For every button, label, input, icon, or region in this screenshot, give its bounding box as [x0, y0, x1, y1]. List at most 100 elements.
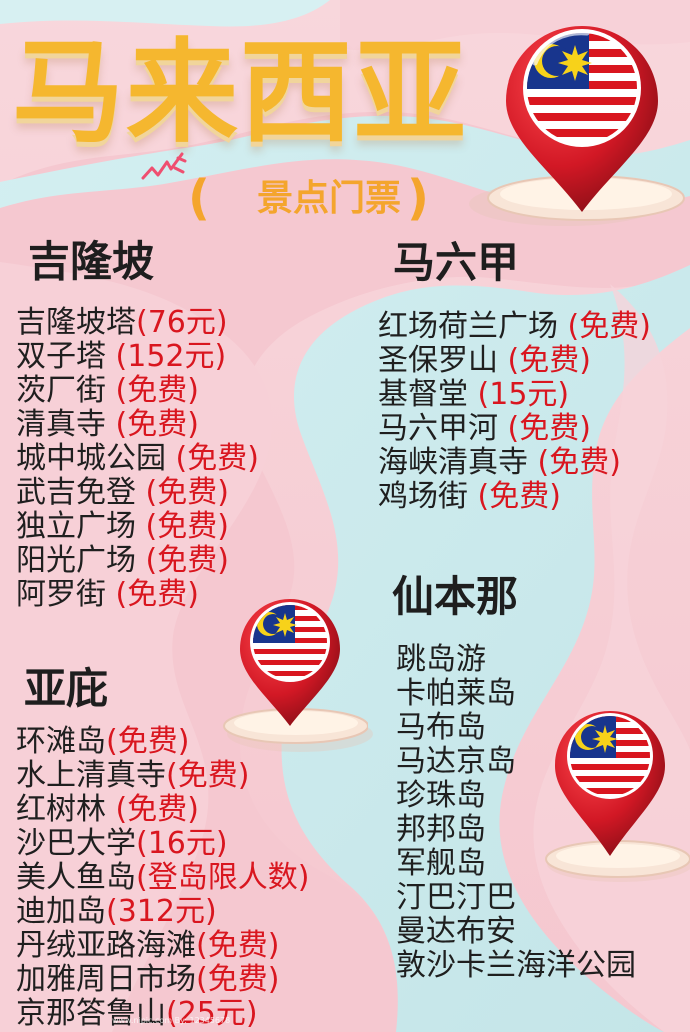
attraction-name: 迪加岛 [16, 894, 106, 929]
attraction-price: (免费) [136, 509, 229, 544]
section-title-malacca: 马六甲 [393, 238, 520, 287]
attraction-price: (免费) [136, 543, 229, 578]
list-item: 曼达布安 [396, 915, 636, 949]
attraction-name: 茨厂街 [16, 373, 106, 408]
subtitle: 景点门票 [256, 178, 401, 219]
attraction-price: (免费) [528, 445, 621, 480]
attraction-name: 环滩岛 [16, 724, 106, 759]
list-item: 阿罗街 (免费) [16, 578, 259, 612]
attraction-price: (登岛限人数) [136, 860, 310, 895]
list-item: 丹绒亚路海滩(免费) [16, 929, 309, 963]
kota-kinabalu-list: 环滩岛(免费) 水上清真寺(免费) 红树林 (免费) 沙巴大学(16元) 美人鱼… [16, 725, 309, 1031]
malaysia-flag-map-pin-icon [522, 708, 690, 894]
list-item: 双子塔 (152元) [16, 340, 259, 374]
attraction-price: (免费) [106, 577, 199, 612]
attraction-name: 敦沙卡兰海洋公园 [396, 948, 636, 983]
malaysia-flag-map-pin-icon [462, 26, 690, 234]
subtitle-right-parenthesis: ) [407, 170, 429, 226]
subtitle-left-parenthesis: ( [188, 170, 210, 226]
attraction-price: (免费) [136, 475, 229, 510]
attraction-name: 美人鱼岛 [16, 860, 136, 895]
attraction-name: 阳光广场 [16, 543, 136, 578]
malacca-list: 红场荷兰广场 (免费) 圣保罗山 (免费) 基督堂 (15元) 马六甲河 (免费… [378, 310, 651, 514]
list-item: 吉隆坡塔(76元) [16, 306, 259, 340]
attraction-name: 珍珠岛 [396, 778, 486, 813]
list-item: 水上清真寺(免费) [16, 759, 309, 793]
list-item: 跳岛游 [396, 643, 636, 677]
attraction-name: 曼达布安 [396, 914, 516, 949]
attraction-name: 红场荷兰广场 [378, 309, 558, 344]
list-item: 圣保罗山 (免费) [378, 344, 651, 378]
attraction-price: (免费) [558, 309, 651, 344]
attraction-price: (免费) [166, 758, 250, 793]
attraction-name: 军舰岛 [396, 846, 486, 881]
attraction-name: 加雅周日市场 [16, 962, 196, 997]
attraction-name: 城中城公园 [16, 441, 166, 476]
attraction-price: (76元) [136, 305, 228, 340]
attraction-name: 清真寺 [16, 407, 106, 442]
sparkle-icon [141, 152, 187, 180]
list-item: 沙巴大学(16元) [16, 827, 309, 861]
list-item: 马达京岛 [396, 745, 636, 779]
attraction-name: 阿罗街 [16, 577, 106, 612]
attraction-name: 邦邦岛 [396, 812, 486, 847]
list-item: 卡帕莱岛 [396, 677, 636, 711]
attraction-price: (16元) [136, 826, 228, 861]
list-item: 独立广场 (免费) [16, 510, 259, 544]
semporna-list: 跳岛游 卡帕莱岛 马布岛 马达京岛 珍珠岛 邦邦岛 军舰岛 汀巴汀巴 曼达布安 … [396, 643, 636, 983]
attraction-price: (免费) [106, 407, 199, 442]
attraction-name: 基督堂 [378, 377, 468, 412]
list-item: 邦邦岛 [396, 813, 636, 847]
list-item: 武吉免登 (免费) [16, 476, 259, 510]
attraction-price: (312元) [106, 894, 217, 929]
list-item: 阳光广场 (免费) [16, 544, 259, 578]
kuala-lumpur-list: 吉隆坡塔(76元) 双子塔 (152元) 茨厂街 (免费) 清真寺 (免费) 城… [16, 306, 259, 612]
attraction-price: (免费) [468, 479, 561, 514]
list-item: 美人鱼岛(登岛限人数) [16, 861, 309, 895]
attraction-name: 海峡清真寺 [378, 445, 528, 480]
attraction-price: (25元) [166, 996, 258, 1031]
list-item: 汀巴汀巴 [396, 881, 636, 915]
attraction-price: (15元) [468, 377, 570, 412]
attraction-price: (免费) [498, 343, 591, 378]
list-item: 迪加岛(312元) [16, 895, 309, 929]
list-item: 清真寺 (免费) [16, 408, 259, 442]
attraction-price: (免费) [196, 928, 280, 963]
list-item: 珍珠岛 [396, 779, 636, 813]
attraction-name: 武吉免登 [16, 475, 136, 510]
attraction-price: (免费) [196, 962, 280, 997]
list-item: 鸡场街 (免费) [378, 480, 651, 514]
attraction-name: 双子塔 [16, 339, 106, 374]
attraction-name: 跳岛游 [396, 642, 486, 677]
attraction-name: 马达京岛 [396, 744, 516, 779]
section-title-semporna: 仙本那 [392, 572, 519, 621]
list-item: 红树林 (免费) [16, 793, 309, 827]
attraction-name: 水上清真寺 [16, 758, 166, 793]
attraction-price: (152元) [106, 339, 227, 374]
attraction-name: 鸡场街 [378, 479, 468, 514]
attraction-price: (免费) [106, 373, 199, 408]
watermark: www.nipic.com By: 12345678 [112, 1016, 231, 1025]
list-item: 马布岛 [396, 711, 636, 745]
attraction-name: 圣保罗山 [378, 343, 498, 378]
page-title: 马来西亚 [12, 28, 468, 158]
attraction-name: 吉隆坡塔 [16, 305, 136, 340]
attraction-name: 马六甲河 [378, 411, 498, 446]
list-item: 京那答鲁山(25元) [16, 997, 309, 1031]
list-item: 环滩岛(免费) [16, 725, 309, 759]
list-item: 红场荷兰广场 (免费) [378, 310, 651, 344]
section-title-kota-kinabalu: 亚庇 [24, 664, 109, 713]
malaysia-flag-map-pin-icon [206, 596, 369, 746]
attraction-name: 沙巴大学 [16, 826, 136, 861]
attraction-name: 京那答鲁山 [16, 996, 166, 1031]
attraction-price: (免费) [106, 724, 190, 759]
list-item: 茨厂街 (免费) [16, 374, 259, 408]
list-item: 基督堂 (15元) [378, 378, 651, 412]
attraction-price: (免费) [498, 411, 591, 446]
section-title-kuala-lumpur: 吉隆坡 [28, 237, 155, 286]
list-item: 城中城公园 (免费) [16, 442, 259, 476]
attraction-name: 马布岛 [396, 710, 486, 745]
attraction-name: 汀巴汀巴 [396, 880, 516, 915]
attraction-name: 独立广场 [16, 509, 136, 544]
attraction-price: (免费) [106, 792, 199, 827]
